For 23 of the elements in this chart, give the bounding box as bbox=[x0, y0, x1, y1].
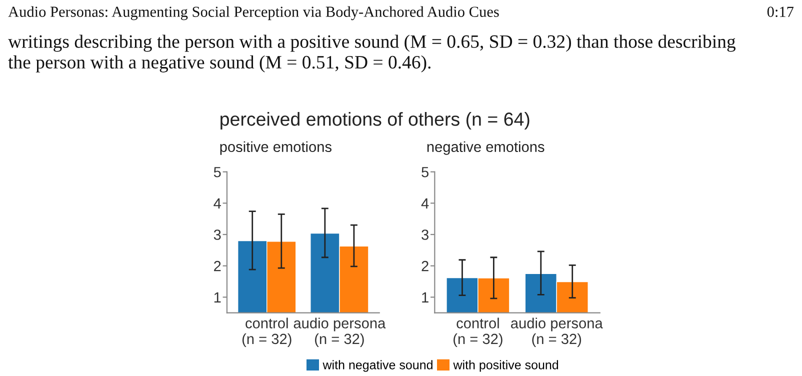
y-tick-label: 1 bbox=[422, 292, 428, 302]
text: 0:17 bbox=[767, 6, 794, 18]
text: writings describing the person with a positive sound (M = 0.65, SD = 0.32) than those describing bbox=[8, 34, 736, 52]
y-tick-label: 2 bbox=[214, 260, 221, 272]
y-tick-label: 5 bbox=[214, 167, 221, 178]
chart-subtitle: negative emotions bbox=[427, 141, 544, 155]
y-tick-label: 2 bbox=[422, 260, 428, 272]
y-tick-label: 4 bbox=[421, 198, 429, 208]
y-tick-label: 4 bbox=[214, 198, 221, 208]
y-tick-label: 3 bbox=[422, 230, 428, 240]
text: the person with a negative sound (M = 0.51, SD = 0.46). bbox=[8, 55, 430, 72]
x-tick-label: control (n = 32) bbox=[242, 318, 292, 347]
y-tick-label: 3 bbox=[214, 230, 221, 240]
x-tick-label: audio persona (n = 32) bbox=[511, 318, 603, 347]
legend-label: with negative sound bbox=[322, 360, 432, 372]
chart-subtitle: positive emotions bbox=[220, 141, 332, 155]
y-tick-label: 1 bbox=[214, 292, 221, 302]
chart-title: perceived emotions of others (n = 64) bbox=[220, 112, 530, 130]
text: Audio Personas: Augmenting Social Perception via Body-Anchored Audio Cues bbox=[8, 6, 499, 20]
legend-label: with positive sound bbox=[453, 360, 558, 372]
y-tick-label: 5 bbox=[422, 167, 429, 178]
x-tick-label: audio persona (n = 32) bbox=[294, 318, 386, 347]
x-tick-label: control (n = 32) bbox=[454, 318, 502, 347]
